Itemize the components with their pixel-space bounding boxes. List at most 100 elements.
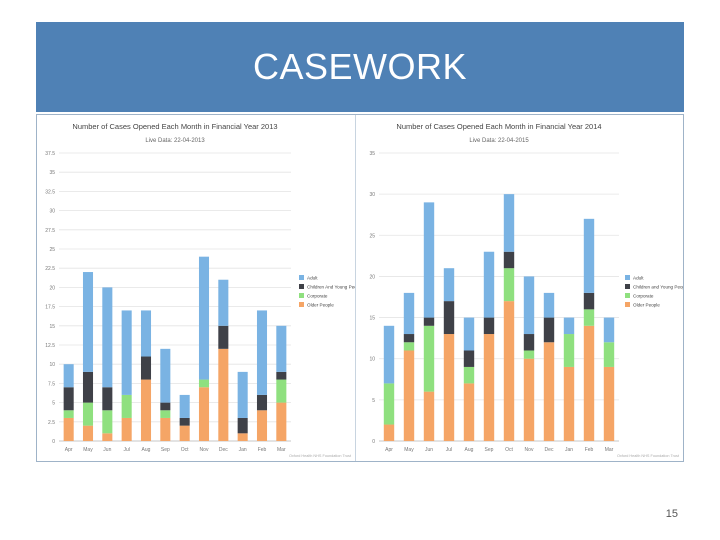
bar-segment-older-people bbox=[603, 366, 615, 441]
bar-segment-adult bbox=[523, 276, 535, 335]
bar-segment-children-and-young-people bbox=[583, 292, 595, 310]
legend-label[interactable]: Adult bbox=[633, 276, 644, 281]
legend-label[interactable]: Corporate bbox=[633, 294, 654, 299]
legend-label[interactable]: Older People bbox=[633, 303, 660, 308]
x-tick-label: Dec bbox=[219, 447, 228, 453]
legend-swatch[interactable] bbox=[299, 275, 304, 280]
bar-segment-older-people bbox=[218, 348, 229, 441]
legend-label[interactable]: Adult bbox=[307, 276, 318, 281]
legend-swatch[interactable] bbox=[299, 302, 304, 307]
y-tick-label: 7.5 bbox=[48, 381, 55, 387]
x-tick-label: Mar bbox=[277, 447, 286, 453]
y-tick-label: 27.5 bbox=[45, 228, 55, 234]
y-tick-label: 0 bbox=[52, 439, 55, 445]
chart-title: Number of Cases Opened Each Month in Fin… bbox=[396, 122, 601, 131]
x-tick-label: Jul bbox=[123, 447, 129, 453]
legend-swatch[interactable] bbox=[625, 293, 630, 298]
y-tick-label: 20 bbox=[369, 274, 375, 280]
bar-segment-corporate bbox=[63, 410, 74, 418]
y-tick-label: 17.5 bbox=[45, 305, 55, 311]
legend-swatch[interactable] bbox=[625, 284, 630, 289]
bar-segment-adult bbox=[82, 272, 94, 372]
bar-segment-older-people bbox=[82, 425, 94, 441]
bar-segment-corporate bbox=[102, 410, 113, 434]
bar-segment-corporate bbox=[423, 325, 435, 392]
bar-segment-corporate bbox=[563, 334, 575, 367]
x-tick-label: Apr bbox=[385, 447, 393, 453]
legend-label[interactable]: Children And Young People bbox=[307, 285, 363, 290]
bar-segment-older-people bbox=[543, 342, 555, 441]
legend-label[interactable]: Older People bbox=[307, 303, 334, 308]
y-tick-label: 25 bbox=[49, 247, 55, 253]
bar-segment-older-people bbox=[63, 417, 74, 441]
y-tick-label: 35 bbox=[369, 151, 375, 157]
bar-segment-children-and-young-people bbox=[443, 301, 455, 335]
bar-segment-children-and-young-people bbox=[256, 394, 268, 411]
bar-segment-children-and-young-people bbox=[543, 317, 555, 343]
bar-segment-children-and-young-people bbox=[403, 334, 415, 343]
bar-segment-corporate bbox=[276, 379, 287, 403]
x-tick-label: Jun bbox=[425, 447, 433, 453]
legend-label[interactable]: Corporate bbox=[307, 294, 328, 299]
page-number: 15 bbox=[665, 508, 678, 520]
bar-segment-older-people bbox=[463, 383, 475, 441]
bar-segment-older-people bbox=[198, 387, 210, 441]
y-tick-label: 30 bbox=[369, 192, 375, 198]
x-tick-label: Feb bbox=[258, 447, 267, 453]
x-tick-label: Feb bbox=[585, 447, 594, 453]
bar-segment-corporate bbox=[603, 342, 615, 367]
bar-segment-older-people bbox=[483, 334, 495, 441]
x-tick-label: May bbox=[83, 447, 93, 453]
legend-swatch[interactable] bbox=[625, 302, 630, 307]
bar-segment-children-and-young-people bbox=[503, 251, 515, 269]
y-tick-label: 15 bbox=[369, 316, 375, 322]
bar-segment-corporate bbox=[160, 410, 171, 418]
y-tick-label: 37.5 bbox=[45, 151, 55, 157]
bar-segment-adult bbox=[443, 268, 455, 302]
x-tick-label: Nov bbox=[525, 447, 534, 453]
y-tick-label: 32.5 bbox=[45, 189, 55, 195]
x-tick-label: Apr bbox=[65, 447, 73, 453]
legend-swatch[interactable] bbox=[299, 293, 304, 298]
y-tick-label: 5 bbox=[372, 398, 375, 404]
bar-segment-older-people bbox=[237, 433, 248, 441]
bar-segment-older-people bbox=[121, 417, 132, 441]
bar-segment-corporate bbox=[463, 366, 475, 384]
bar-segment-older-people bbox=[179, 425, 190, 441]
legend-label[interactable]: Children and Young People bbox=[633, 285, 689, 290]
y-tick-label: 30 bbox=[49, 209, 55, 215]
bar-segment-children-and-young-people bbox=[102, 387, 113, 411]
bar-segment-adult bbox=[543, 292, 555, 318]
slide-title: CASEWORK bbox=[252, 46, 468, 87]
bar-segment-adult bbox=[583, 218, 595, 293]
legend-swatch[interactable] bbox=[299, 284, 304, 289]
bar-segment-adult bbox=[603, 317, 615, 343]
bar-segment-adult bbox=[276, 325, 287, 372]
chart-footer: Oxford Health NHS Foundation Trust bbox=[617, 454, 680, 458]
bar-segment-older-people bbox=[383, 424, 395, 441]
y-tick-label: 12.5 bbox=[45, 343, 55, 349]
legend-swatch[interactable] bbox=[625, 275, 630, 280]
bar-segment-adult bbox=[179, 394, 190, 418]
x-tick-label: Jan bbox=[565, 447, 573, 453]
bar-segment-corporate bbox=[523, 350, 535, 359]
bar-segment-older-people bbox=[523, 358, 535, 441]
bar-segment-adult bbox=[383, 325, 395, 384]
chart-2013: Number of Cases Opened Each Month in Fin… bbox=[45, 122, 363, 458]
y-tick-label: 10 bbox=[369, 357, 375, 363]
bar-segment-children-and-young-people bbox=[483, 317, 495, 335]
chart-frame: Number of Cases Opened Each Month in Fin… bbox=[36, 114, 689, 462]
y-tick-label: 5 bbox=[52, 401, 55, 407]
y-tick-label: 25 bbox=[369, 233, 375, 239]
bar-segment-children-and-young-people bbox=[179, 417, 190, 426]
bar-segment-corporate bbox=[121, 394, 132, 418]
x-tick-label: Aug bbox=[142, 447, 151, 453]
x-tick-label: Oct bbox=[505, 447, 513, 453]
bar-segment-children-and-young-people bbox=[63, 387, 74, 411]
bar-segment-adult bbox=[463, 317, 475, 351]
y-tick-label: 35 bbox=[49, 170, 55, 176]
bar-segment-older-people bbox=[403, 350, 415, 441]
bar-segment-adult bbox=[63, 364, 74, 388]
bar-segment-adult bbox=[483, 251, 495, 318]
y-tick-label: 20 bbox=[49, 285, 55, 291]
